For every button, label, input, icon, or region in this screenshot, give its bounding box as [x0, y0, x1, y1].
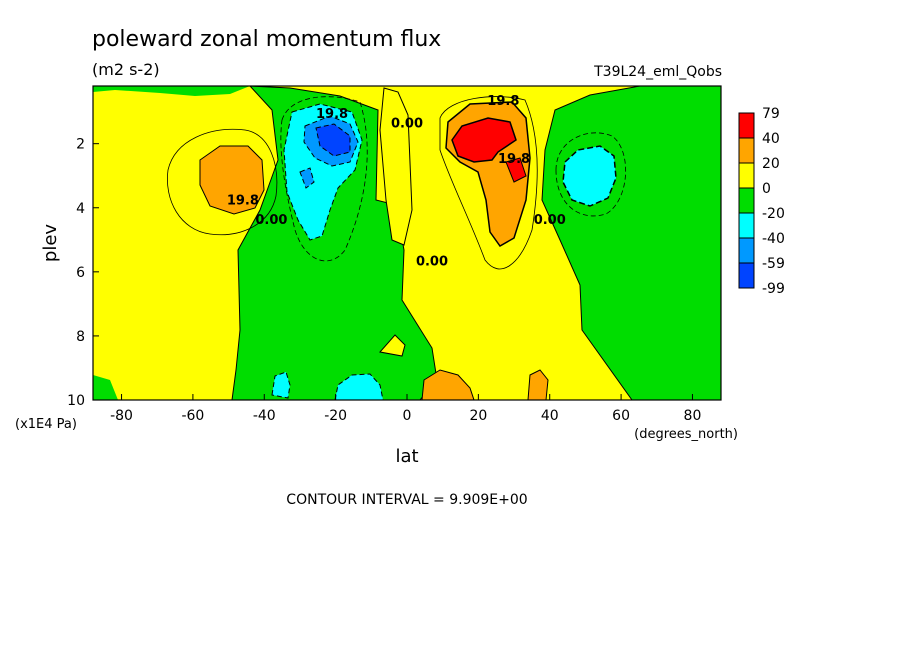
nh-red-core	[451, 117, 517, 163]
colorbar: 79 40 20 0 -20 -40 -59 -99	[738, 106, 785, 297]
y-tick-label: 2	[76, 137, 85, 153]
colorbar-label: -20	[762, 206, 785, 222]
colorbar-label: 79	[762, 106, 780, 122]
colorbar-swatch	[738, 262, 755, 289]
sh-blue-secondary	[299, 167, 315, 189]
contour-interval-note: CONTOUR INTERVAL = 9.909E+00	[286, 492, 527, 508]
sh-polar-green-cap	[93, 86, 250, 96]
colorbar-swatch	[738, 212, 755, 239]
contour-label: 0.00	[255, 213, 287, 228]
contour-label: 0.00	[416, 254, 448, 269]
colorbar-swatch	[738, 112, 755, 139]
chart-title: poleward zonal momentum flux	[92, 27, 441, 52]
nh-dashed-ring	[555, 132, 627, 217]
run-label: T39L24_eml_Qobs	[593, 64, 722, 80]
sh-deep-blue-core	[315, 123, 351, 157]
y-tick-label: 4	[76, 201, 85, 217]
colorbar-swatch	[738, 187, 755, 214]
contour-labels: 19.8 0.00 19.8 19.8 19.8 0.00 0.00 0.00	[227, 94, 566, 269]
colorbar-label: 20	[762, 156, 780, 172]
x-tick-label: 20	[469, 408, 487, 424]
sh-dashed-ring	[280, 96, 368, 262]
nh-contour-ring-outer	[439, 96, 538, 270]
colorbar-label: 0	[762, 181, 771, 197]
sh-contour-ring-outer	[166, 128, 278, 236]
chart-units: (m2 s-2)	[92, 60, 160, 79]
y-tick-label: 10	[67, 393, 85, 409]
x-tick-label: 80	[684, 408, 702, 424]
contour-label: 0.00	[534, 213, 566, 228]
x-axis-ticks: -80 -60 -40 -20 0 20 40 60 80	[110, 394, 701, 424]
nh-cyan-region	[562, 145, 617, 207]
contour-label: 19.8	[316, 107, 348, 122]
sfc-green-left	[93, 375, 118, 400]
contour-label: 19.8	[487, 94, 519, 109]
sfc-cyan-sh-small	[271, 371, 291, 399]
y-tick-label: 8	[76, 329, 85, 345]
sfc-cyan-sh	[334, 373, 384, 400]
x-tick-label: -40	[253, 408, 276, 424]
contour-fill	[93, 86, 721, 400]
y-axis-ticks: 2 4 6 8 10	[67, 137, 99, 409]
colorbar-swatch	[738, 137, 755, 164]
x-tick-label: -60	[181, 408, 204, 424]
x-tick-label: 0	[403, 408, 412, 424]
contour-label: 19.8	[227, 194, 259, 209]
x-tick-label: 40	[541, 408, 559, 424]
x-axis-units: (degrees_north)	[634, 427, 738, 442]
equatorial-yellow-notch	[379, 334, 406, 357]
x-tick-label: -80	[110, 408, 133, 424]
colorbar-label: -59	[762, 256, 785, 272]
colorbar-swatch	[738, 237, 755, 264]
equatorial-yellow-column	[379, 87, 413, 246]
nh-red-secondary	[505, 157, 527, 183]
colorbar-label: -99	[762, 281, 785, 297]
colorbar-label: -40	[762, 231, 785, 247]
y-axis-units: (x1E4 Pa)	[15, 417, 77, 432]
y-tick-label: 6	[76, 265, 85, 281]
x-tick-label: 60	[612, 408, 630, 424]
y-axis-label: plev	[40, 224, 61, 263]
colorbar-label: 40	[762, 131, 780, 147]
colorbar-swatch	[738, 162, 755, 189]
contour-label: 19.8	[498, 152, 530, 167]
x-axis-label: lat	[395, 446, 418, 467]
contour-label: 0.00	[391, 117, 423, 132]
sfc-orange-nh	[421, 369, 475, 400]
sh-orange-region	[199, 145, 265, 215]
x-tick-label: -20	[324, 408, 347, 424]
sfc-orange-nh-small	[527, 369, 549, 400]
